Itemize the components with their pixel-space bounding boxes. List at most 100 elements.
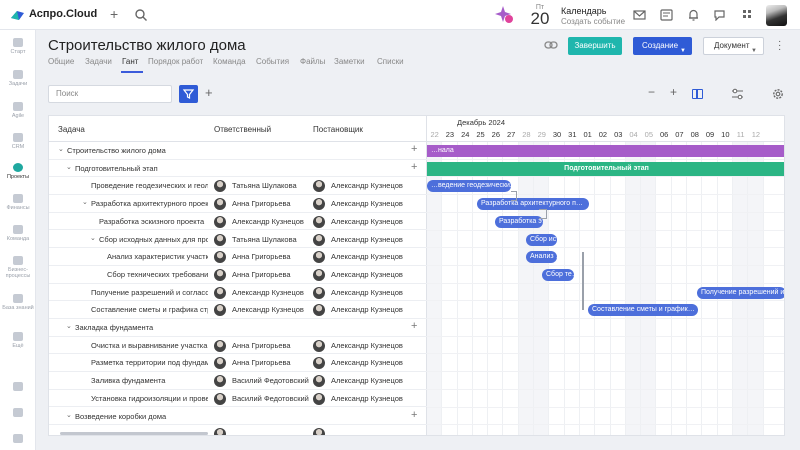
create-event-link[interactable]: Создать событие [561,17,626,26]
gantt-bar[interactable]: Разработка архитектурного п… [477,198,589,211]
horizontal-scrollbar[interactable] [60,432,208,435]
table-row[interactable]: Проведение геодезических и геоло… Татьяна… [49,177,427,196]
mail-icon[interactable] [633,9,646,21]
more-actions-icon[interactable]: · · · [778,36,782,55]
search-input[interactable]: Поиск [48,85,172,103]
nav-item-crm[interactable]: CRM [0,133,36,150]
table-row[interactable]: ⌄Сбор исходных данных для прое… Татьяна Ш… [49,231,427,249]
table-row[interactable]: ⌄ Подготовительный этап + [49,160,427,178]
task-name[interactable]: Установка гидроизоляции и провер… [91,393,208,403]
filter-button[interactable] [179,85,198,103]
gantt-bar[interactable]: Сбор те… [542,268,574,281]
add-subtask-button[interactable]: + [411,320,418,332]
task-name[interactable]: Подготовительный этап [75,163,158,173]
task-name[interactable]: Сбор исходных данных для прое… [99,234,208,244]
column-header-task[interactable]: Задача [58,125,85,134]
nav-item-agile[interactable]: Agile [0,102,36,119]
task-name[interactable]: Получение разрешений и согласов… [91,287,208,297]
tab-work-order[interactable]: Порядок работ [148,57,204,66]
table-row[interactable]: ⌄ Разработка архитектурного проект… Анна Г… [49,195,427,213]
tab-files[interactable]: Файлы [300,57,326,66]
task-name[interactable]: Разработка эскизного проекта [99,216,205,226]
table-row[interactable]: ⌄ Закладка фундамента + [49,319,427,337]
task-name[interactable]: Возведение коробки дома [75,411,167,421]
split-view-icon[interactable] [692,89,703,99]
quick-add-button[interactable]: + [110,6,119,22]
nav-item-start[interactable]: Старт [0,38,36,55]
tab-notes[interactable]: Заметки [334,57,365,66]
nav-item-knowledge-base[interactable]: База знаний [0,294,36,311]
nav-extra-1[interactable] [0,382,36,391]
nav-item-projects[interactable]: Проекты [0,163,36,180]
task-name[interactable]: Сбор технических требований… [107,269,208,279]
add-subtask-button[interactable]: + [411,160,418,173]
tab-gantt[interactable]: Гант [122,57,139,66]
task-name[interactable]: Разработка архитектурного проект… [91,199,208,209]
task-name[interactable]: Строительство жилого дома [67,146,166,155]
expand-toggle-icon[interactable]: ⌄ [66,323,72,330]
task-name[interactable]: Составление сметы и графика стро… [91,305,208,315]
expand-toggle-icon[interactable]: ⌄ [82,199,88,207]
table-row[interactable]: Очистка и выравнивание участка Анна Григо… [49,337,427,355]
gantt-bar[interactable]: Составление сметы и график… [588,304,698,317]
zoom-out-button[interactable]: − [648,85,656,99]
sliders-icon[interactable] [731,88,744,100]
calendar-day[interactable]: 20 [530,9,550,28]
task-name[interactable]: Анализ характеристик участка [107,252,208,262]
gantt-bar[interactable]: …ведение геодезических … [427,180,511,193]
add-subtask-button[interactable]: + [411,408,418,421]
table-row[interactable]: Составление сметы и графика стро… Алексан… [49,301,427,319]
tab-events[interactable]: События [256,57,290,66]
tasks-icon[interactable] [660,9,673,21]
zoom-in-button[interactable]: + [670,85,678,99]
gantt-bar[interactable]: Подготовительный этап [427,161,784,176]
table-row[interactable]: Сбор технических требований… Анна Григорь… [49,266,427,284]
task-name[interactable]: Разметка территории под фундамент [91,358,208,368]
bell-icon[interactable] [687,9,700,21]
task-name[interactable]: Проведение геодезических и геоло… [91,181,208,191]
tab-lists[interactable]: Списки [377,57,404,66]
add-task-button[interactable]: + [205,85,213,100]
search-icon[interactable] [134,8,148,22]
create-button[interactable]: Создание ▼ [633,37,692,55]
calendar-title[interactable]: Календарь [561,6,607,16]
nav-item-more[interactable]: Ещё [0,332,36,349]
gantt-bar[interactable]: …нала [427,145,784,157]
app-name[interactable]: Аспро.Cloud [29,8,98,20]
nav-extra-2[interactable] [0,408,36,417]
document-button[interactable]: Документ ▼ [703,37,764,55]
gantt-bar[interactable]: Получение разрешений и… [697,286,784,299]
gantt-bar[interactable]: Анализ … [526,251,557,264]
gantt-bar[interactable]: Разработка э… [495,215,543,228]
table-row[interactable]: ⌄ Строительство жилого дома + [49,142,427,160]
table-row[interactable]: Заливка фундамента Василий Федотовский Але… [49,372,427,390]
chat-icon[interactable] [713,9,726,21]
tab-general[interactable]: Общие [48,57,75,66]
nav-item-finance[interactable]: Финансы [0,194,36,211]
table-row[interactable]: Анализ характеристик участка Анна Григорь… [49,248,427,266]
task-name[interactable]: Закладка фундамента [75,323,154,332]
table-row[interactable]: Разметка территории под фундамент Анна Гр… [49,354,427,373]
nav-item-business-processes[interactable]: Бизнес-процессы [0,256,36,279]
gear-icon[interactable] [772,88,784,100]
table-row[interactable]: Получение разрешений и согласов… Александ… [49,284,427,302]
expand-toggle-icon[interactable]: ⌄ [66,163,72,171]
ai-assistant-icon[interactable] [494,4,514,24]
table-row[interactable] [49,425,427,435]
nav-item-team[interactable]: Команда [0,225,36,242]
task-name[interactable]: Очистка и выравнивание участка [91,340,208,350]
apps-grid-icon[interactable] [741,9,754,21]
gantt-bar[interactable]: Сбор ис… [526,233,557,246]
add-subtask-button[interactable]: + [411,143,418,155]
table-row[interactable]: Установка гидроизоляции и провер… Василий… [49,390,427,408]
user-avatar[interactable] [766,5,787,26]
expand-toggle-icon[interactable]: ⌄ [66,411,72,419]
tab-team[interactable]: Команда [213,57,246,66]
nav-extra-3[interactable] [0,434,36,443]
task-name[interactable]: Заливка фундамента [91,376,166,386]
column-header-responsible[interactable]: Ответственный [214,125,272,134]
table-row[interactable]: Разработка эскизного проекта Александр Ку… [49,213,427,231]
finish-button[interactable]: Завершить [568,37,622,55]
tab-tasks[interactable]: Задачи [85,57,112,66]
expand-toggle-icon[interactable]: ⌄ [90,234,96,242]
